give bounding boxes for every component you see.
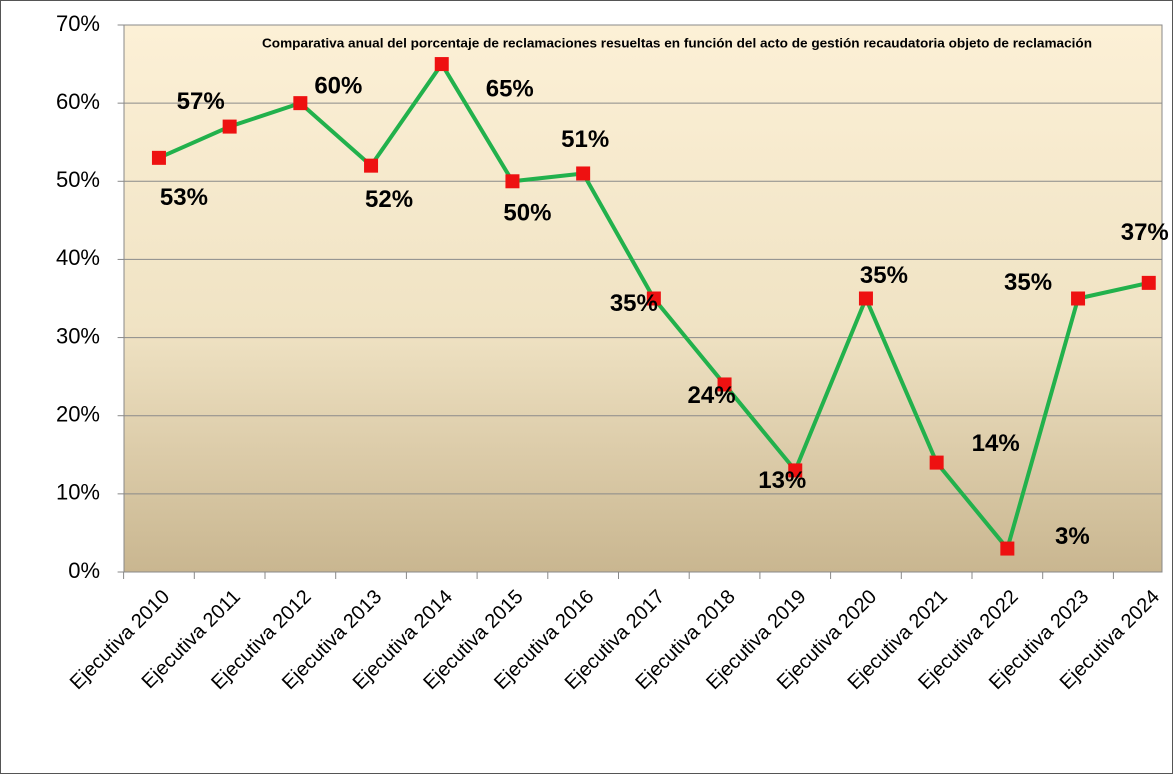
data-label: 65% [486, 75, 534, 102]
y-tick-label: 60% [56, 89, 100, 114]
marker [646, 291, 661, 306]
y-tick-label: 40% [56, 245, 100, 270]
y-tick-label: 50% [56, 167, 100, 192]
data-label: 35% [610, 290, 658, 317]
marker [1071, 291, 1086, 306]
marker [1141, 275, 1156, 290]
y-tick-label: 0% [68, 558, 100, 583]
marker [222, 119, 237, 134]
data-label: 57% [177, 88, 225, 115]
y-tick-label: 70% [56, 11, 100, 36]
marker [434, 57, 449, 72]
chart-title: Comparativa anual del porcentaje de recl… [262, 35, 1092, 50]
data-label: 50% [503, 200, 551, 227]
data-label: 60% [314, 72, 362, 99]
marker [151, 150, 166, 165]
data-label: 52% [365, 186, 413, 213]
marker [364, 158, 379, 173]
plot-area [123, 24, 1163, 573]
data-label: 51% [561, 126, 609, 153]
data-label: 13% [758, 467, 806, 494]
data-label: 35% [860, 262, 908, 289]
marker [717, 377, 732, 392]
data-label: 14% [972, 430, 1020, 457]
y-tick-label: 20% [56, 402, 100, 427]
marker [929, 455, 944, 470]
marker [576, 166, 591, 181]
marker [858, 291, 873, 306]
data-label: 53% [160, 184, 208, 211]
data-label: 3% [1055, 523, 1090, 550]
marker [505, 174, 520, 189]
data-label: 37% [1121, 219, 1169, 246]
marker [1000, 541, 1015, 556]
marker [788, 463, 803, 478]
data-label: 24% [688, 382, 736, 409]
marker [293, 96, 308, 111]
data-label: 35% [1004, 269, 1052, 296]
y-tick-label: 30% [56, 323, 100, 348]
y-tick-label: 10% [56, 480, 100, 505]
